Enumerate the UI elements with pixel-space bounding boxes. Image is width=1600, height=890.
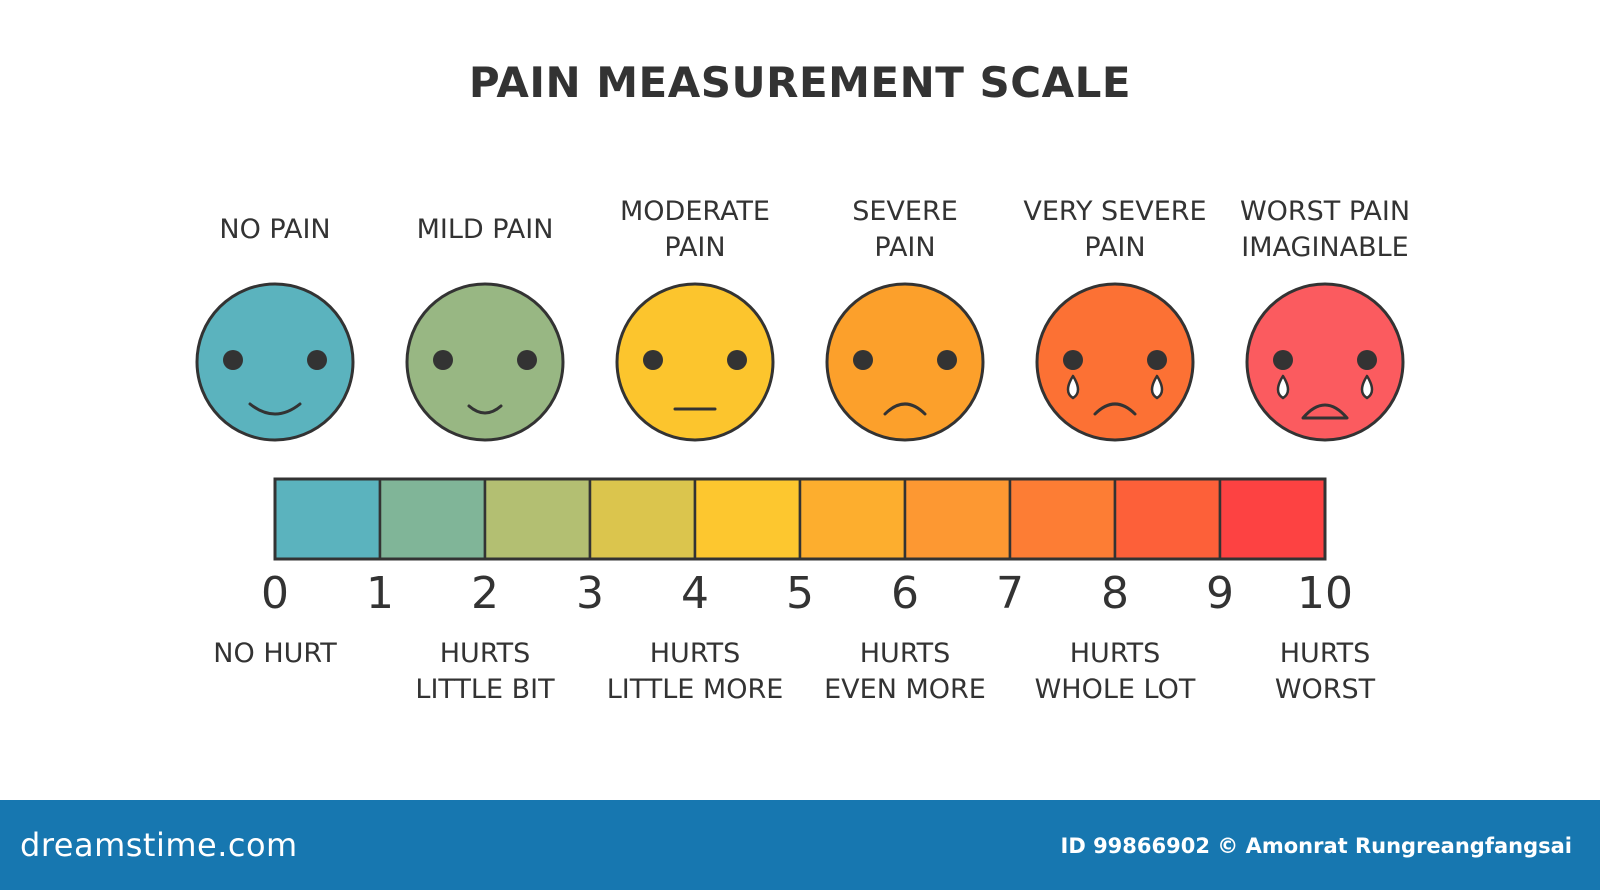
tear-icon	[1150, 374, 1164, 400]
faces-row: NO PAIN MILD PAINMODERATEPAINSEVEREPAINVE…	[195, 196, 1410, 442]
description-line: HURTS	[440, 638, 531, 669]
description-line: LITTLE BIT	[415, 674, 555, 705]
scale-segment	[1218, 477, 1327, 561]
left-eye-icon	[1273, 350, 1293, 370]
scale-segment	[1113, 477, 1222, 561]
description-line: HURTS	[860, 638, 951, 669]
face-4: VERY SEVERE PAIN	[1023, 196, 1207, 442]
footer-logo: dreamstime.com	[20, 826, 298, 864]
tick-label: 8	[1101, 568, 1129, 619]
face-circle	[1245, 282, 1405, 442]
face-label: WORST PAIN	[1240, 196, 1410, 227]
description-line: NO HURT	[213, 638, 337, 669]
face-2: MODERATE PAIN	[615, 196, 775, 442]
pain-description: HURTS WHOLE LOT	[1035, 638, 1196, 705]
face-label: MODERATE	[620, 196, 770, 227]
left-eye-icon	[433, 350, 453, 370]
tick-label: 6	[891, 568, 919, 619]
face-label: SEVERE	[852, 196, 958, 227]
face-label: PAIN	[664, 232, 725, 263]
description-line: LITTLE MORE	[607, 674, 784, 705]
face-3: SEVERE PAIN	[825, 196, 985, 442]
scale-segment	[378, 477, 487, 561]
face-label: VERY SEVERE	[1023, 196, 1206, 227]
right-eye-icon	[1357, 350, 1377, 370]
right-eye-icon	[517, 350, 537, 370]
scale-segment	[693, 477, 802, 561]
description-line: EVEN MORE	[824, 674, 986, 705]
left-eye-icon	[853, 350, 873, 370]
tick-label: 9	[1206, 568, 1234, 619]
right-eye-icon	[1147, 350, 1167, 370]
pain-description: HURTS LITTLE MORE	[607, 638, 784, 705]
scale-segment	[588, 477, 697, 561]
face-label: NO PAIN	[219, 214, 330, 245]
face-circle	[615, 282, 775, 442]
scale-segment	[483, 477, 592, 561]
tear-icon	[1360, 374, 1374, 400]
mouth-icon	[467, 404, 503, 415]
description-line: HURTS	[1070, 638, 1161, 669]
footer-bar: dreamstime.com ID 99866902 © Amonrat Run…	[0, 800, 1600, 890]
color-scale-bar	[273, 477, 1327, 561]
tick-label: 2	[471, 568, 499, 619]
right-eye-icon	[727, 350, 747, 370]
face-1: MILD PAIN	[405, 214, 565, 442]
pain-description: HURTS LITTLE BIT	[415, 638, 555, 705]
description-line: WHOLE LOT	[1035, 674, 1196, 705]
tick-label: 1	[366, 568, 394, 619]
mouth-icon	[248, 402, 302, 416]
face-5: WORST PAIN IMAGINABLE	[1240, 196, 1410, 442]
face-circle	[1035, 282, 1195, 442]
scale-segment	[273, 477, 382, 561]
description-line: HURTS	[650, 638, 741, 669]
mouth-icon	[883, 402, 927, 416]
pain-scale-diagram: NO PAIN MILD PAINMODERATEPAINSEVEREPAINVE…	[195, 196, 1410, 705]
face-0: NO PAIN	[195, 214, 355, 442]
left-eye-icon	[1063, 350, 1083, 370]
face-circle	[405, 282, 565, 442]
tick-label: 0	[261, 568, 289, 619]
tear-icon	[1066, 374, 1080, 400]
tick-label: 7	[996, 568, 1024, 619]
tick-label: 5	[786, 568, 814, 619]
scale-segment	[1008, 477, 1117, 561]
face-label: PAIN	[874, 232, 935, 263]
mouth-icon	[1301, 403, 1349, 420]
page-title: PAIN MEASUREMENT SCALE	[468, 58, 1132, 107]
tick-labels: 0 1 2 3 4 5 6 7 8 9 10	[261, 568, 1353, 619]
tear-icon	[1276, 374, 1290, 400]
right-eye-icon	[937, 350, 957, 370]
face-label: MILD PAIN	[417, 214, 554, 245]
left-eye-icon	[223, 350, 243, 370]
face-label: IMAGINABLE	[1241, 232, 1408, 263]
description-line: HURTS	[1280, 638, 1371, 669]
pain-description: HURTS EVEN MORE	[824, 638, 986, 705]
pain-description: HURTS WORST	[1275, 638, 1376, 705]
scale-outline	[273, 477, 1327, 561]
pain-description: NO HURT	[213, 638, 337, 669]
scale-segment	[903, 477, 1012, 561]
tick-label: 4	[681, 568, 709, 619]
scale-segment	[798, 477, 907, 561]
footer-credit: ID 99866902 © Amonrat Rungreangfangsai	[1060, 834, 1572, 858]
right-eye-icon	[307, 350, 327, 370]
face-circle	[195, 282, 355, 442]
face-circle	[825, 282, 985, 442]
tick-label: 10	[1297, 568, 1353, 619]
face-label: PAIN	[1084, 232, 1145, 263]
mouth-icon	[1093, 402, 1137, 416]
left-eye-icon	[643, 350, 663, 370]
tick-label: 3	[576, 568, 604, 619]
description-line: WORST	[1275, 674, 1376, 705]
